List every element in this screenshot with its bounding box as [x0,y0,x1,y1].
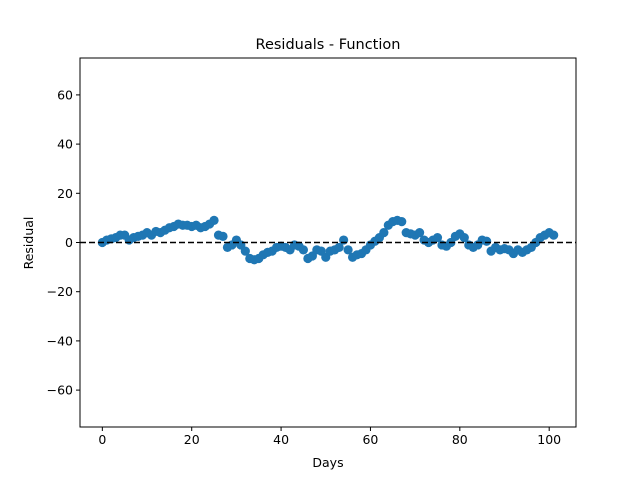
x-tick-label: 40 [273,432,289,447]
y-tick-label: −60 [47,383,73,398]
y-tick-label: 60 [57,87,73,102]
data-point [482,236,492,246]
x-axis-label: Days [312,455,343,470]
x-tick-label: 0 [98,432,106,447]
chart-title: Residuals - Function [256,37,401,53]
x-tick-label: 20 [184,432,200,447]
data-point [298,245,309,255]
data-point [334,242,344,253]
axes: 0 20 40 60 80 100 −60 −40 −20 0 20 40 60 [47,87,562,447]
data-point [209,215,219,225]
y-tick-label: 20 [57,186,73,201]
data-point [415,228,425,238]
data-point [397,216,407,227]
data-point [240,246,250,256]
data-point [218,231,228,241]
y-tick-label: 0 [65,235,73,250]
y-tick-label: −40 [47,333,73,348]
x-tick-label: 60 [362,432,378,447]
y-axis-label: Residual [21,217,36,270]
x-tick-label: 80 [452,432,468,447]
plot-area [80,215,576,265]
y-tick-label: −20 [47,284,73,299]
x-tick-label: 100 [537,432,561,447]
data-point [549,230,559,240]
data-point [432,232,443,243]
data-point [379,228,389,238]
y-tick-label: 40 [57,137,73,152]
data-point [343,245,353,255]
data-point [459,232,469,243]
